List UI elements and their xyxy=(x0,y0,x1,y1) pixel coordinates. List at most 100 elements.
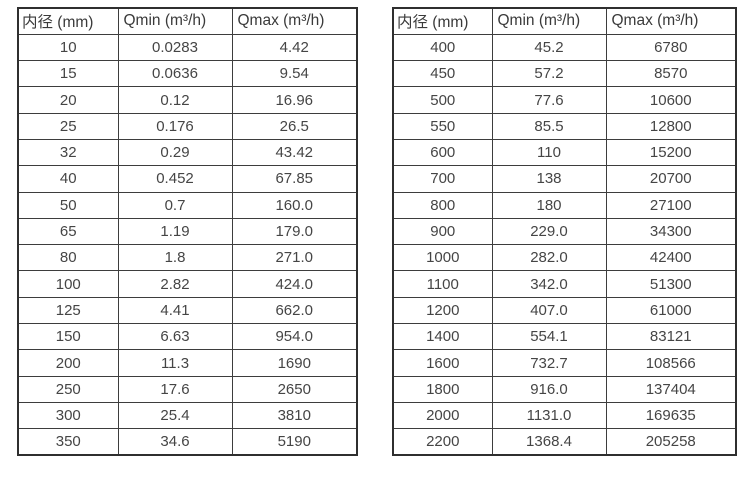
diameter-cell: 40 xyxy=(17,165,119,193)
qmin-cell: 229.0 xyxy=(491,217,607,246)
qmin-cell: 407.0 xyxy=(491,296,607,325)
table-row: 25 0.176 26.5 xyxy=(17,112,358,140)
table-row: 1000 282.0 42400 xyxy=(392,244,737,272)
qmax-cell: 2650 xyxy=(231,375,358,403)
qmax-cell: 662.0 xyxy=(231,296,358,325)
qmax-cell: 4.42 xyxy=(231,33,358,62)
qmin-cell: 0.29 xyxy=(117,138,233,167)
diameter-cell: 50 xyxy=(17,191,119,219)
header-qmin: Qmin (m³/h) xyxy=(117,7,233,35)
diameter-cell: 500 xyxy=(392,86,493,114)
qmax-cell: 61000 xyxy=(605,296,737,325)
table-row: 450 57.2 8570 xyxy=(392,60,737,88)
qmin-cell: 180 xyxy=(491,191,607,219)
table-row: 700 138 20700 xyxy=(392,165,737,193)
qmax-cell: 10600 xyxy=(605,86,737,114)
qmin-cell: 732.7 xyxy=(491,349,607,377)
table-row: 32 0.29 43.42 xyxy=(17,138,358,167)
qmax-cell: 26.5 xyxy=(231,112,358,140)
qmax-cell: 169635 xyxy=(605,401,737,430)
qmax-cell: 179.0 xyxy=(231,217,358,246)
qmin-cell: 342.0 xyxy=(491,270,607,298)
qmin-cell: 1.8 xyxy=(117,244,233,272)
diameter-cell: 600 xyxy=(392,138,493,167)
diameter-cell: 1800 xyxy=(392,375,493,403)
diameter-cell: 1600 xyxy=(392,349,493,377)
diameter-cell: 450 xyxy=(392,60,493,88)
header-row: 内径 (mm) Qmin (m³/h) Qmax (m³/h) xyxy=(392,7,737,35)
qmax-cell: 51300 xyxy=(605,270,737,298)
qmax-cell: 160.0 xyxy=(231,191,358,219)
diameter-cell: 65 xyxy=(17,217,119,246)
table-row: 550 85.5 12800 xyxy=(392,112,737,140)
qmin-cell: 4.41 xyxy=(117,296,233,325)
qmax-cell: 42400 xyxy=(605,244,737,272)
diameter-cell: 400 xyxy=(392,33,493,62)
table-row: 80 1.8 271.0 xyxy=(17,244,358,272)
table-row: 15 0.0636 9.54 xyxy=(17,60,358,88)
qmax-cell: 43.42 xyxy=(231,138,358,167)
table-row: 1600 732.7 108566 xyxy=(392,349,737,377)
qmin-cell: 138 xyxy=(491,165,607,193)
qmin-cell: 0.0636 xyxy=(117,60,233,88)
qmax-cell: 15200 xyxy=(605,138,737,167)
qmax-cell: 9.54 xyxy=(231,60,358,88)
diameter-cell: 150 xyxy=(17,323,119,351)
qmin-cell: 2.82 xyxy=(117,270,233,298)
header-qmin: Qmin (m³/h) xyxy=(491,7,607,35)
qmin-cell: 0.452 xyxy=(117,165,233,193)
diameter-cell: 1400 xyxy=(392,323,493,351)
table-row: 250 17.6 2650 xyxy=(17,375,358,403)
table-row: 1200 407.0 61000 xyxy=(392,296,737,325)
qmin-cell: 1368.4 xyxy=(491,428,607,456)
table-header: 内径 (mm) Qmin (m³/h) Qmax (m³/h) xyxy=(17,7,358,35)
qmax-cell: 205258 xyxy=(605,428,737,456)
table-row: 50 0.7 160.0 xyxy=(17,191,358,219)
qmax-cell: 8570 xyxy=(605,60,737,88)
diameter-cell: 250 xyxy=(17,375,119,403)
table-row: 200 11.3 1690 xyxy=(17,349,358,377)
table-row: 65 1.19 179.0 xyxy=(17,217,358,246)
table-row: 40 0.452 67.85 xyxy=(17,165,358,193)
table-row: 10 0.0283 4.42 xyxy=(17,33,358,62)
table-row: 150 6.63 954.0 xyxy=(17,323,358,351)
qmin-cell: 0.176 xyxy=(117,112,233,140)
diameter-cell: 350 xyxy=(17,428,119,456)
qmin-cell: 34.6 xyxy=(117,428,233,456)
qmax-cell: 108566 xyxy=(605,349,737,377)
qmin-cell: 0.7 xyxy=(117,191,233,219)
qmax-cell: 137404 xyxy=(605,375,737,403)
qmin-cell: 45.2 xyxy=(491,33,607,62)
table-row: 800 180 27100 xyxy=(392,191,737,219)
diameter-cell: 32 xyxy=(17,138,119,167)
qmin-cell: 11.3 xyxy=(117,349,233,377)
diameter-cell: 1100 xyxy=(392,270,493,298)
diameter-cell: 2200 xyxy=(392,428,493,456)
qmax-cell: 20700 xyxy=(605,165,737,193)
diameter-cell: 1000 xyxy=(392,244,493,272)
diameter-cell: 15 xyxy=(17,60,119,88)
qmax-cell: 12800 xyxy=(605,112,737,140)
table-row: 300 25.4 3810 xyxy=(17,401,358,430)
qmax-cell: 5190 xyxy=(231,428,358,456)
diameter-cell: 2000 xyxy=(392,401,493,430)
table-row: 125 4.41 662.0 xyxy=(17,296,358,325)
qmin-cell: 1131.0 xyxy=(491,401,607,430)
diameter-cell: 80 xyxy=(17,244,119,272)
diameter-cell: 1200 xyxy=(392,296,493,325)
table-row: 100 2.82 424.0 xyxy=(17,270,358,298)
table-row: 1400 554.1 83121 xyxy=(392,323,737,351)
table-row: 400 45.2 6780 xyxy=(392,33,737,62)
diameter-cell: 100 xyxy=(17,270,119,298)
qmin-cell: 0.0283 xyxy=(117,33,233,62)
table-body: 10 0.0283 4.42 15 0.0636 9.54 20 0.12 16.96 25 0.1… xyxy=(17,33,358,456)
diameter-cell: 200 xyxy=(17,349,119,377)
header-qmax: Qmax (m³/h) xyxy=(231,7,358,35)
qmax-cell: 27100 xyxy=(605,191,737,219)
qmin-cell: 1.19 xyxy=(117,217,233,246)
diameter-cell: 550 xyxy=(392,112,493,140)
header-inner-diameter: 内径 (mm) xyxy=(17,7,119,35)
diameter-cell: 700 xyxy=(392,165,493,193)
table-header: 内径 (mm) Qmin (m³/h) Qmax (m³/h) xyxy=(392,7,737,35)
